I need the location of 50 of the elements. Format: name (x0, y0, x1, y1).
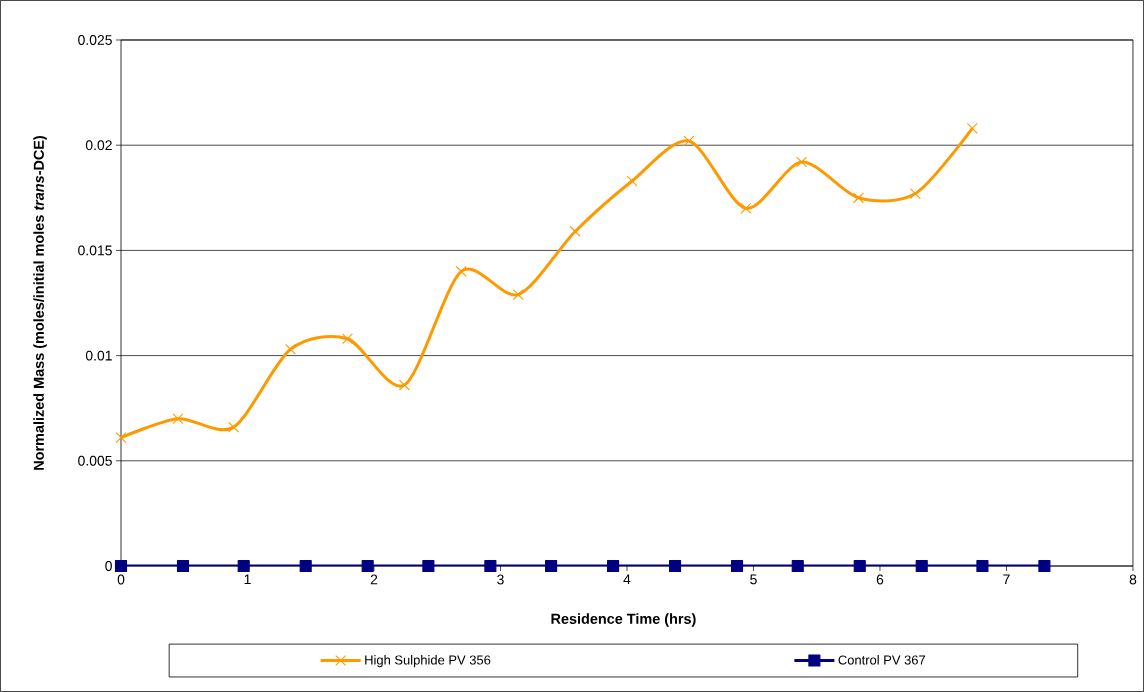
y-tick-label: 0.025 (78, 35, 112, 45)
y-axis-title: Normalized Mass (moles/initial moles trans-DCE) (33, 135, 47, 470)
y-tick-label: 0.01 (85, 350, 112, 361)
x-tick-label: 5 (750, 574, 757, 585)
point (607, 559, 620, 573)
legend-label: Control PV 367 (838, 655, 926, 665)
point (730, 559, 744, 573)
point (853, 559, 866, 573)
point (299, 559, 312, 573)
point (1038, 559, 1051, 573)
point (237, 559, 250, 573)
point (740, 202, 752, 214)
point (791, 559, 804, 573)
x-tick-label: 3 (497, 574, 504, 585)
point (228, 421, 240, 433)
point (545, 559, 558, 573)
point (966, 122, 978, 134)
y-tick-label: 0 (105, 561, 112, 571)
point (115, 432, 127, 444)
point (683, 135, 695, 147)
point (361, 559, 374, 573)
x-tick-label: 6 (876, 574, 884, 585)
point (976, 559, 989, 573)
x-tick-label: 2 (370, 574, 378, 585)
x-tick-label: 7 (1003, 574, 1010, 585)
point (285, 343, 296, 355)
x-axis-title: Residence Time (hrs) (551, 613, 696, 627)
legend-label: High Sulphide PV 356 (365, 655, 491, 668)
x-tick-label: 8 (1129, 574, 1137, 585)
point (455, 265, 467, 277)
point (669, 559, 682, 573)
point (422, 559, 435, 573)
point (852, 192, 864, 204)
y-tick-label: 0.02 (85, 140, 112, 151)
point (341, 333, 353, 345)
point (172, 413, 184, 425)
point (796, 156, 808, 168)
point (176, 559, 190, 573)
point (512, 289, 524, 301)
point (909, 188, 921, 200)
x-tick-label: 1 (244, 574, 251, 585)
x-tick-label: 0 (117, 574, 125, 585)
point (626, 175, 638, 187)
y-tick-label: 0.005 (78, 455, 112, 466)
x-tick-label: 4 (623, 574, 631, 585)
point (484, 559, 497, 573)
point (398, 379, 410, 391)
y-tick-label: 0.015 (78, 245, 112, 256)
point (114, 559, 128, 573)
point (915, 559, 928, 573)
